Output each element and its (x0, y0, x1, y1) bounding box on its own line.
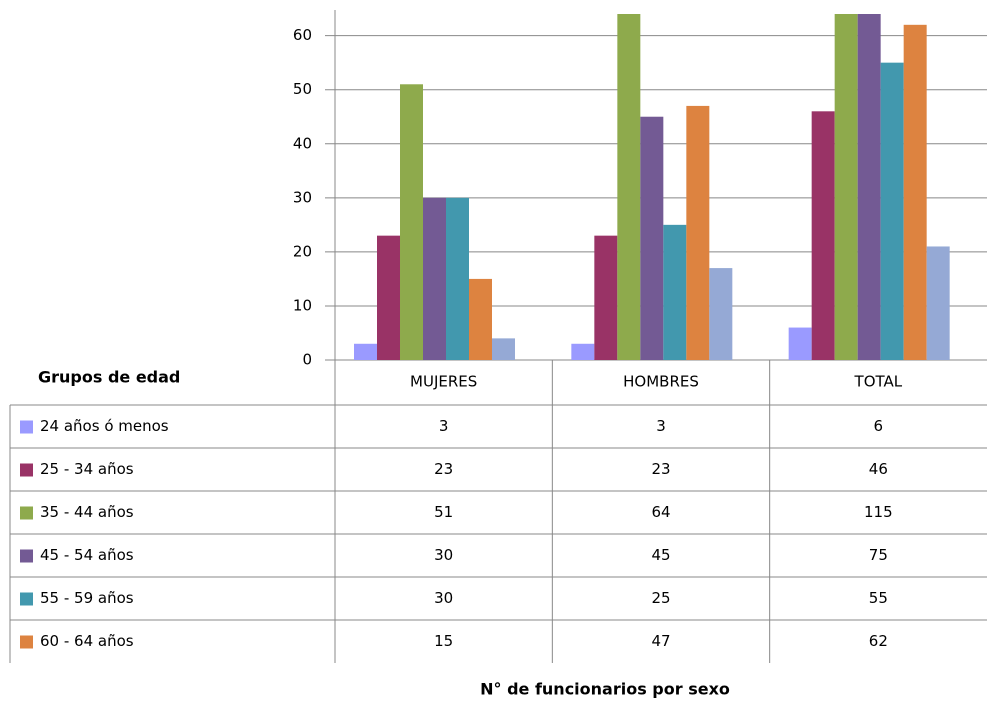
bar (880, 62, 904, 360)
table-value: 64 (651, 503, 670, 521)
legend-label: 25 - 34 años (40, 460, 134, 478)
bar (571, 343, 595, 360)
x-tick-label: TOTAL (854, 373, 903, 391)
bar (446, 197, 469, 360)
table-value: 6 (874, 417, 884, 435)
bar (492, 338, 515, 360)
table-value: 30 (434, 589, 453, 607)
y-tick-label: 10 (293, 296, 312, 314)
bar (709, 268, 733, 360)
y-tick-label: 30 (293, 188, 312, 206)
table-value: 25 (651, 589, 670, 607)
table-value: 23 (651, 460, 670, 478)
legend-swatch (20, 592, 33, 606)
x-tick-label: HOMBRES (623, 373, 699, 391)
legend-label: 45 - 54 años (40, 546, 134, 564)
bar (857, 14, 881, 360)
legend-label: 24 años ó menos (40, 417, 169, 435)
x-tick-label: MUJERES (410, 373, 477, 391)
bar (640, 116, 664, 360)
legend-label: 55 - 59 años (40, 589, 134, 607)
bar (903, 24, 927, 360)
y-tick-label: 20 (293, 242, 312, 260)
table-value: 45 (651, 546, 670, 564)
table-value: 46 (869, 460, 888, 478)
table-value: 51 (434, 503, 453, 521)
plot-area (354, 14, 950, 360)
table-value: 115 (864, 503, 893, 521)
table-value: 30 (434, 546, 453, 564)
y-tick-label: 60 (293, 26, 312, 44)
bar (400, 84, 423, 360)
legend-swatch (20, 463, 33, 477)
table-value: 3 (656, 417, 666, 435)
bar (811, 111, 835, 360)
bar (926, 246, 950, 360)
bar (377, 235, 400, 360)
bar (788, 327, 812, 360)
y-tick-label: 50 (293, 80, 312, 98)
bar (617, 14, 641, 360)
table-value: 75 (869, 546, 888, 564)
table-value: 23 (434, 460, 453, 478)
bar (423, 197, 446, 360)
table-value: 47 (651, 632, 670, 650)
bar (834, 14, 858, 360)
legend-swatch (20, 420, 33, 434)
table-value: 3 (439, 417, 449, 435)
legend-label: 60 - 64 años (40, 632, 134, 650)
bar (354, 343, 377, 360)
legend-title: Grupos de edad (38, 368, 180, 387)
bar (663, 224, 687, 360)
legend-swatch (20, 635, 33, 649)
legend-swatch (20, 506, 33, 520)
legend-swatch (20, 549, 33, 563)
x-axis-title: N° de funcionarios por sexo (480, 680, 730, 699)
y-tick-label: 0 (302, 351, 312, 369)
bar (686, 105, 710, 360)
table-value: 62 (869, 632, 888, 650)
table-value: 15 (434, 632, 453, 650)
y-tick-label: 40 (293, 134, 312, 152)
legend-label: 35 - 44 años (40, 503, 134, 521)
table-value: 55 (869, 589, 888, 607)
bar (469, 278, 492, 360)
bar (594, 235, 618, 360)
